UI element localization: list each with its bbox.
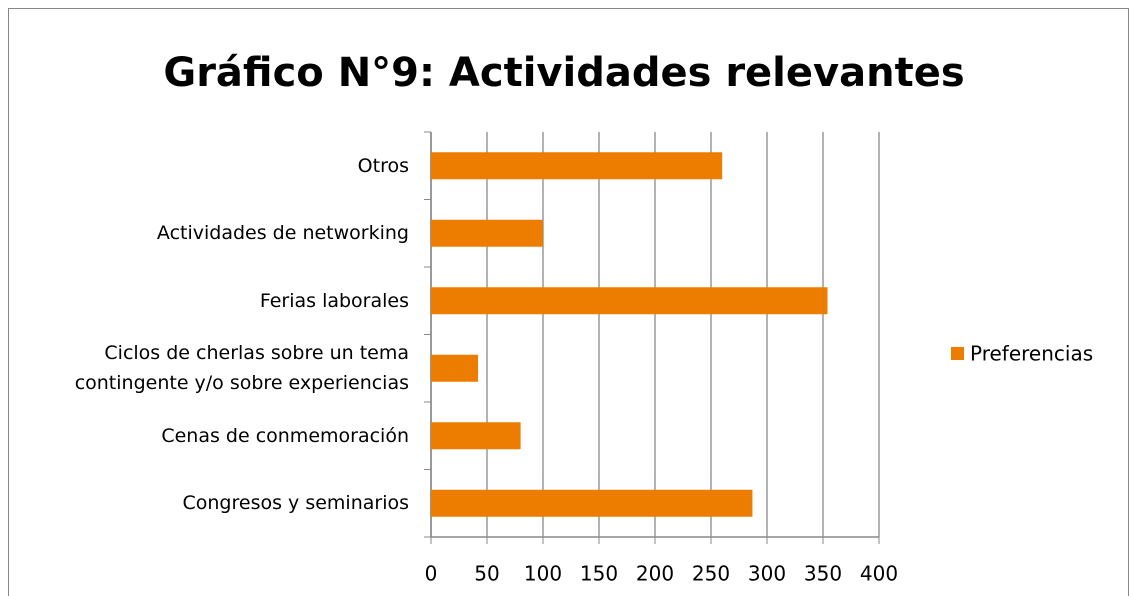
x-tick-label: 50 — [474, 562, 499, 586]
x-tick-label: 300 — [748, 562, 786, 586]
bar — [431, 287, 828, 315]
y-tick-label: Actividades de networking — [156, 222, 409, 245]
x-tick-label: 200 — [636, 562, 674, 586]
legend-label: Preferencias — [970, 342, 1093, 366]
x-tick-label: 400 — [860, 562, 898, 586]
x-tick-label: 0 — [425, 562, 438, 586]
bar — [431, 354, 479, 382]
x-tick-label: 150 — [580, 562, 618, 586]
bar — [431, 422, 521, 450]
bar — [431, 152, 723, 180]
bar — [431, 219, 543, 247]
y-tick-label: Otros — [357, 154, 409, 177]
x-tick-label: 100 — [524, 562, 562, 586]
chart-title: Gráfico N°9: Actividades relevantes — [163, 50, 964, 96]
y-tick-label: Cenas de conmemoración — [161, 424, 409, 447]
x-tick-label: 250 — [692, 562, 730, 586]
bar — [431, 489, 753, 517]
legend-swatch — [951, 347, 964, 360]
x-tick-label: 350 — [804, 562, 842, 586]
y-tick-label: Ferias laborales — [259, 289, 409, 312]
y-tick-label: Ciclos de cherlas sobre un tema continge… — [74, 342, 409, 395]
y-tick-label: Congresos y seminarios — [182, 492, 410, 515]
